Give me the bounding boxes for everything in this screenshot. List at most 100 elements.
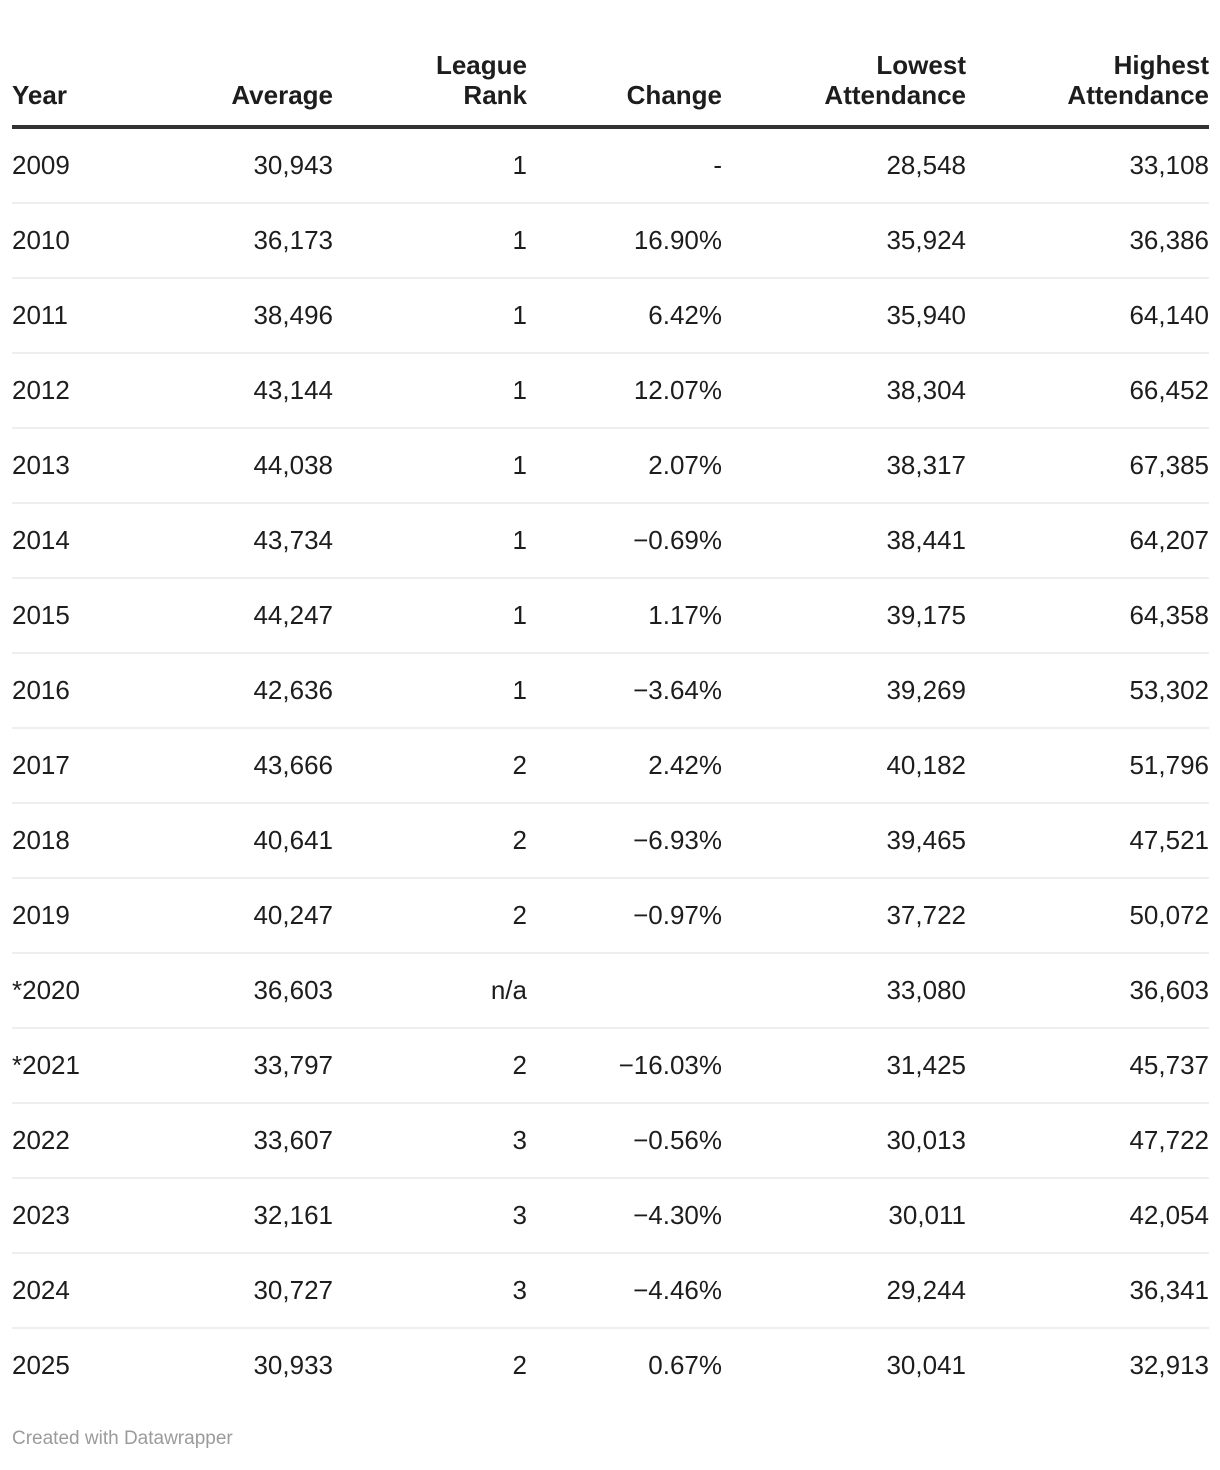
cell-league-rank: 1 (333, 427, 527, 503)
cell-change: 12.07% (527, 352, 722, 428)
cell-change: 2.07% (527, 427, 722, 503)
cell-change: −4.46% (527, 1252, 722, 1328)
cell-highest-attendance: 45,737 (966, 1027, 1209, 1103)
cell-average: 43,144 (138, 352, 333, 428)
table-row: 2024 30,727 3 −4.46% 29,244 36,341 (12, 1252, 1209, 1328)
column-header-lowest-attendance: Lowest Attendance (722, 0, 966, 129)
cell-average: 40,247 (138, 877, 333, 953)
cell-league-rank: 2 (333, 727, 527, 803)
cell-lowest-attendance: 38,317 (722, 427, 966, 503)
cell-year: 2009 (12, 150, 70, 180)
cell-change: - (713, 150, 722, 180)
cell-league-rank: 1 (333, 502, 527, 578)
cell-year: 2011 (12, 277, 138, 353)
cell-league-rank: 1 (333, 652, 527, 728)
cell-average: 44,247 (138, 577, 333, 653)
cell-average: 40,641 (138, 802, 333, 878)
cell-change: −3.64% (527, 652, 722, 728)
header-row: Year Average League Rank Change Lowest Atten… (12, 0, 1209, 129)
cell-change: −0.69% (527, 502, 722, 578)
cell-lowest-attendance: 39,269 (722, 652, 966, 728)
cell-year: 2023 (12, 1177, 138, 1253)
cell-year: 2017 (12, 727, 138, 803)
cell-change: −4.30% (527, 1177, 722, 1253)
cell-lowest-attendance: 30,013 (722, 1102, 966, 1178)
cell-highest-attendance: 36,603 (966, 952, 1209, 1028)
cell-year: 2018 (12, 802, 138, 878)
table-row: 2025 30,933 2 0.67% 30,041 32,913 (12, 1327, 1209, 1402)
cell-average: 30,933 (138, 1327, 333, 1402)
column-header-league-rank: League Rank (333, 0, 527, 129)
cell-lowest-attendance: 39,175 (722, 577, 966, 653)
cell-highest-attendance: 33,108 (1129, 150, 1209, 180)
cell-highest-attendance: 67,385 (966, 427, 1209, 503)
cell-average: 44,038 (138, 427, 333, 503)
datawrapper-credit-link[interactable]: Created with Datawrapper (12, 1428, 233, 1449)
cell-lowest-attendance: 35,940 (722, 277, 966, 353)
table-row: 2017 43,666 2 2.42% 40,182 51,796 (12, 727, 1209, 803)
cell-lowest-attendance: 31,425 (722, 1027, 966, 1103)
table-row: 2019 40,247 2 −0.97% 37,722 50,072 (12, 877, 1209, 953)
cell-league-rank: 2 (333, 1027, 527, 1103)
cell-year: 2019 (12, 877, 138, 953)
cell-highest-attendance: 66,452 (966, 352, 1209, 428)
cell-year: 2016 (12, 652, 138, 728)
table-row: 2013 44,038 1 2.07% 38,317 67,385 (12, 427, 1209, 503)
table-header: Year Average League Rank Change Lowest Atten… (12, 0, 1209, 129)
cell-league-rank: 1 (333, 277, 527, 353)
cell-lowest-attendance: 40,182 (722, 727, 966, 803)
cell-year: 2012 (12, 352, 138, 428)
cell-year: *2021 (12, 1027, 138, 1103)
cell-highest-attendance: 36,341 (966, 1252, 1209, 1328)
cell-change: −0.97% (527, 877, 722, 953)
cell-average: 33,607 (138, 1102, 333, 1178)
cell-league-rank: 2 (333, 802, 527, 878)
cell-change: −0.56% (527, 1102, 722, 1178)
cell-league-rank: n/a (333, 952, 527, 1028)
cell-league-rank: 3 (333, 1252, 527, 1328)
cell-change: 1.17% (527, 577, 722, 653)
cell-highest-attendance: 64,207 (966, 502, 1209, 578)
cell-lowest-attendance: 38,304 (722, 352, 966, 428)
table-body: 2009 30,943 1-28,548 33,108 2010 36,173 1 16.90… (12, 127, 1209, 1402)
cell-league-rank: 1 (333, 202, 527, 278)
cell-average: 43,666 (138, 727, 333, 803)
table-row: 2011 38,496 1 6.42% 35,940 64,140 (12, 277, 1209, 353)
cell-lowest-attendance: 37,722 (722, 877, 966, 953)
table-row: 2009 30,943 1 - 28,548 33,108 (12, 127, 1209, 203)
cell-change: 6.42% (527, 277, 722, 353)
table-row: 2022 33,607 3 −0.56% 30,013 47,722 (12, 1102, 1209, 1178)
cell-highest-attendance: 42,054 (966, 1177, 1209, 1253)
cell-lowest-attendance: 39,465 (722, 802, 966, 878)
cell-highest-attendance: 51,796 (966, 727, 1209, 803)
cell-highest-attendance: 64,358 (966, 577, 1209, 653)
column-header-average: Average (138, 0, 333, 129)
cell-year: 2015 (12, 577, 138, 653)
column-header-year: Year (12, 0, 138, 129)
cell-lowest-attendance: 30,011 (722, 1177, 966, 1253)
cell-highest-attendance: 47,722 (966, 1102, 1209, 1178)
cell-highest-attendance: 47,521 (966, 802, 1209, 878)
attendance-table: Year Average League Rank Change Lowest Atten… (12, 0, 1209, 1402)
cell-change: −6.93% (527, 802, 722, 878)
cell-highest-attendance: 36,386 (966, 202, 1209, 278)
cell-lowest-attendance: 29,244 (722, 1252, 966, 1328)
table-row: 2015 44,247 1 1.17% 39,175 64,358 (12, 577, 1209, 653)
cell-league-rank: 1 (333, 352, 527, 428)
table-row: 2010 36,173 1 16.90% 35,924 36,386 (12, 202, 1209, 278)
cell-highest-attendance: 50,072 (966, 877, 1209, 953)
cell-lowest-attendance: 33,080 (722, 952, 966, 1028)
cell-year: 2025 (12, 1327, 138, 1402)
table-row: 2018 40,641 2 −6.93% 39,465 47,521 (12, 802, 1209, 878)
cell-league-rank: 1 (333, 577, 527, 653)
column-header-highest-attendance: Highest Attendance (966, 0, 1209, 129)
cell-change (527, 952, 722, 1028)
cell-highest-attendance: 32,913 (966, 1327, 1209, 1402)
cell-league-rank: 1 (512, 150, 527, 180)
table-row: 2023 32,161 3 −4.30% 30,011 42,054 (12, 1177, 1209, 1253)
cell-lowest-attendance: 38,441 (722, 502, 966, 578)
cell-highest-attendance: 53,302 (966, 652, 1209, 728)
table-row: 2014 43,734 1 −0.69% 38,441 64,207 (12, 502, 1209, 578)
cell-year: 2014 (12, 502, 138, 578)
